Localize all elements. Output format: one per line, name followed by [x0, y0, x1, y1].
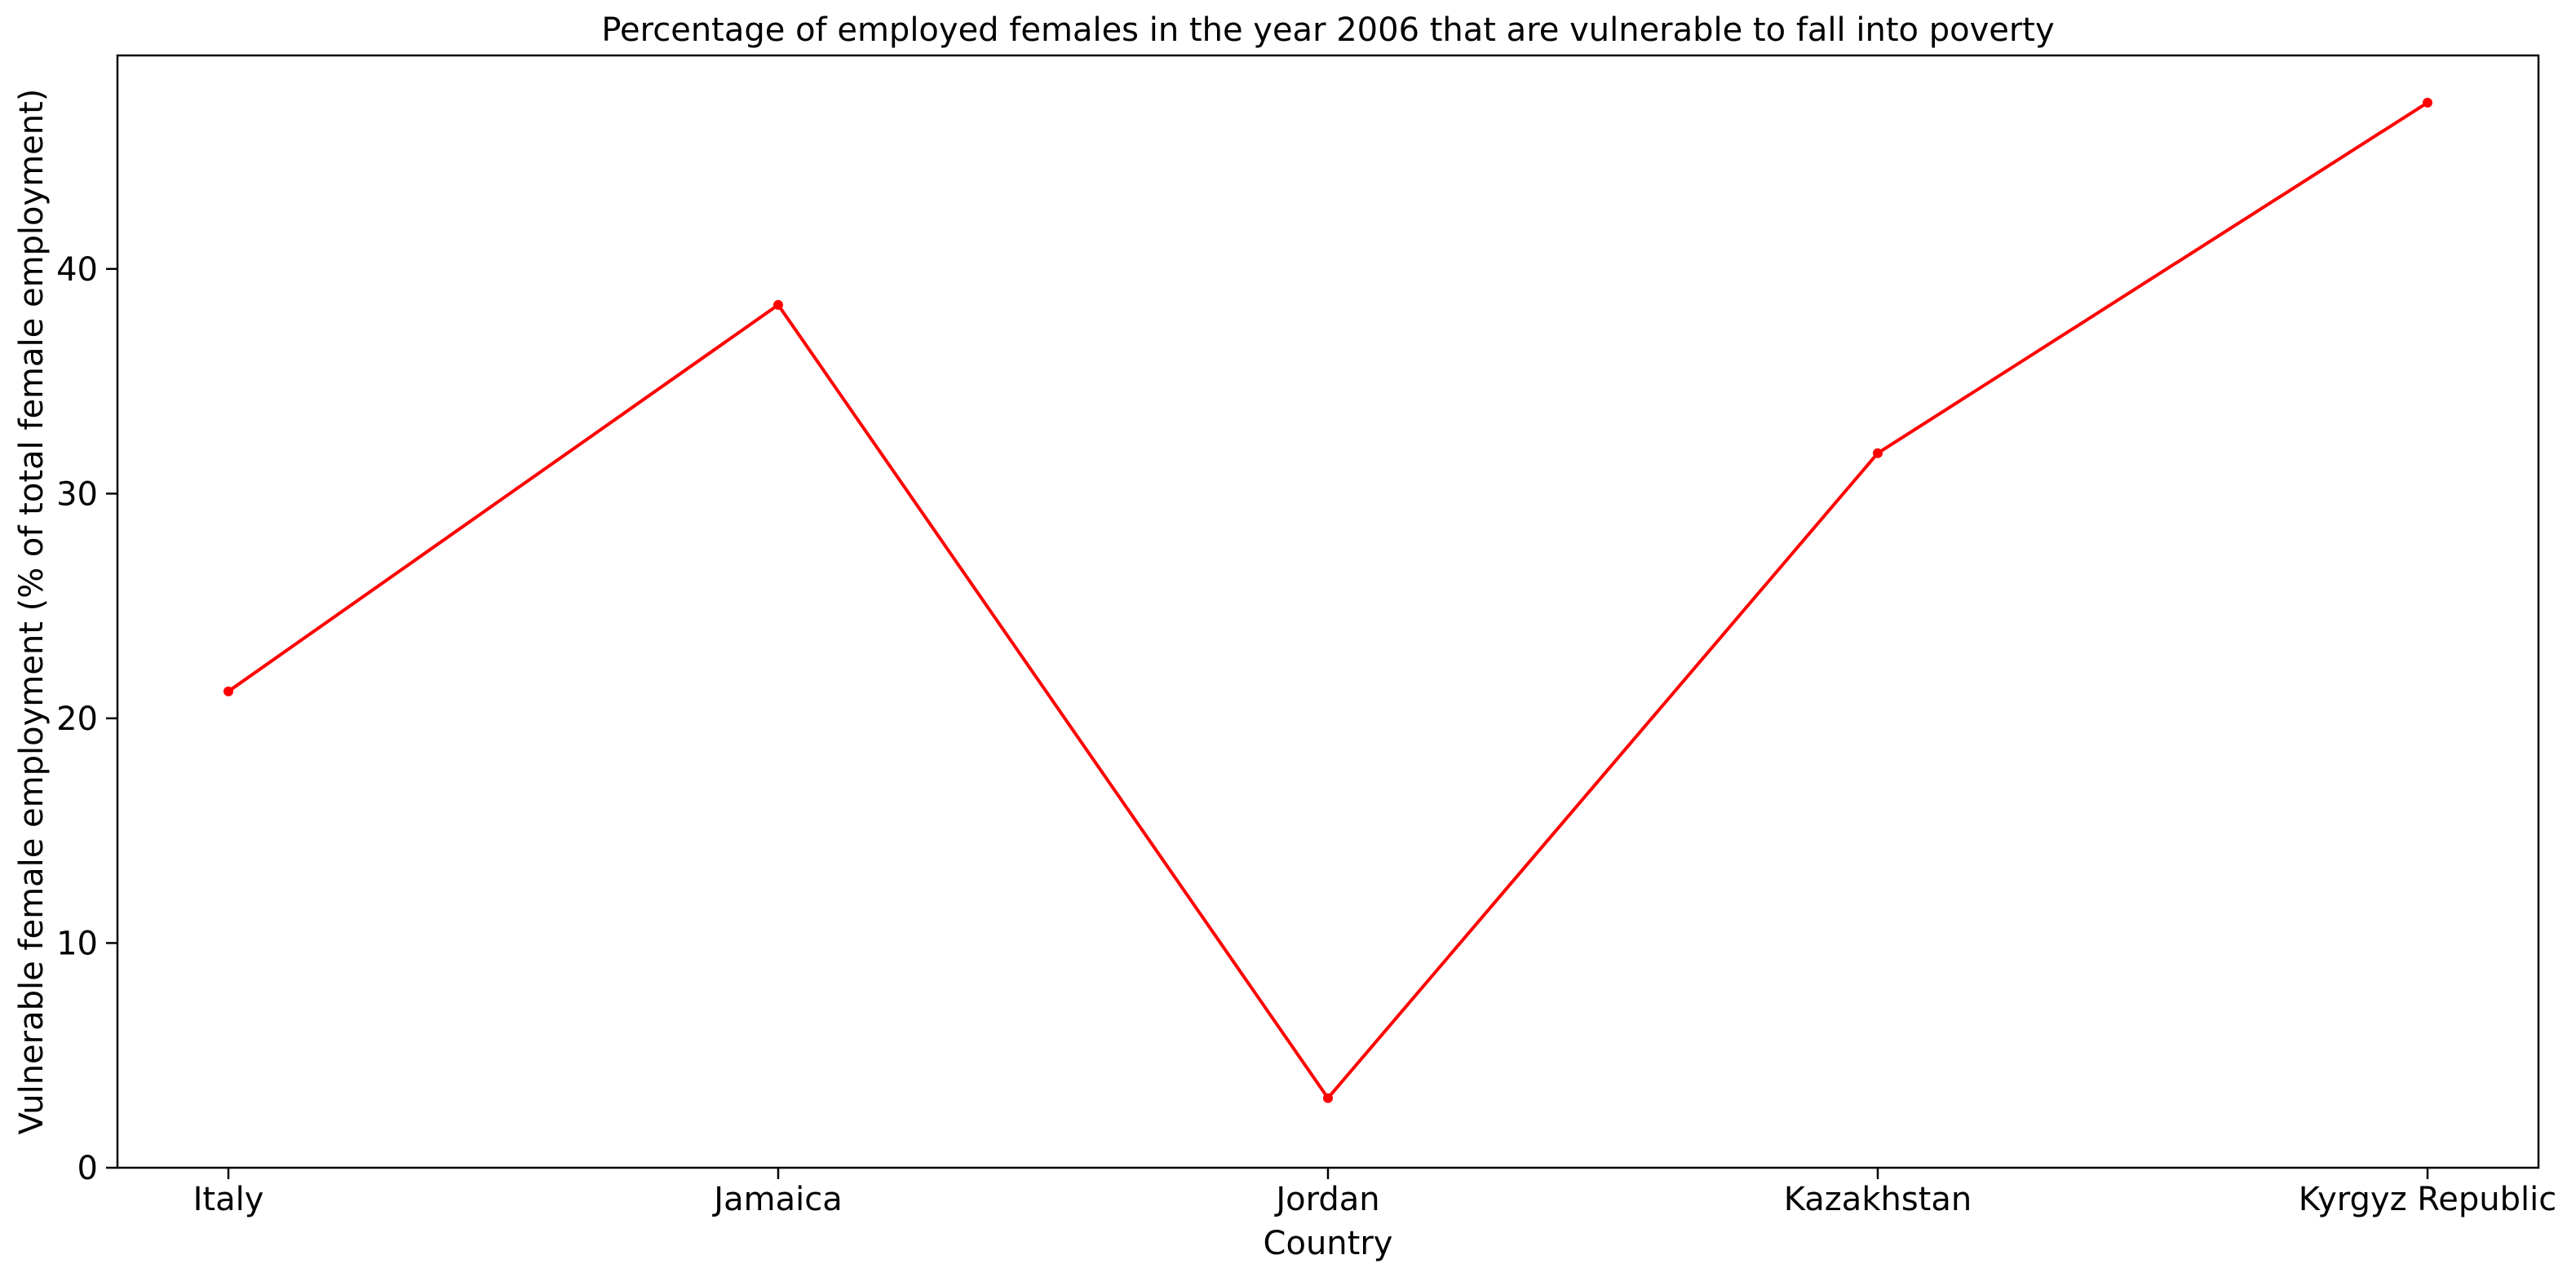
- x-tick-label: Jamaica: [711, 1181, 842, 1218]
- y-tick-label: 10: [56, 925, 98, 962]
- data-point: [2423, 97, 2432, 108]
- x-tick-label: Kyrgyz Republic: [2299, 1181, 2556, 1218]
- x-axis-title: Country: [1264, 1225, 1393, 1262]
- y-tick-label: 0: [77, 1150, 98, 1187]
- y-tick-label: 30: [56, 475, 98, 513]
- y-axis: 0 10 20 30 40: [56, 251, 117, 1187]
- data-point: [1873, 448, 1883, 458]
- series-line: [227, 101, 2429, 1100]
- x-axis: Italy Jamaica Jordan Kazakhstan Kyrgyz Repub…: [193, 1168, 2556, 1218]
- chart-title: Percentage of employed females in the ye…: [601, 11, 2054, 49]
- x-tick-label: Jordan: [1273, 1181, 1379, 1218]
- data-point: [773, 299, 783, 310]
- data-point: [1323, 1093, 1333, 1103]
- plot-frame: [116, 54, 2540, 1169]
- y-tick-label: 40: [56, 251, 98, 289]
- plot-area: [224, 97, 2432, 1103]
- data-point: [224, 686, 233, 696]
- x-tick-label: Kazakhstan: [1784, 1181, 1972, 1218]
- y-axis-title: Vulnerable female employment (% of total…: [13, 89, 51, 1135]
- x-tick-label: Italy: [193, 1181, 264, 1218]
- y-tick-label: 20: [56, 700, 98, 738]
